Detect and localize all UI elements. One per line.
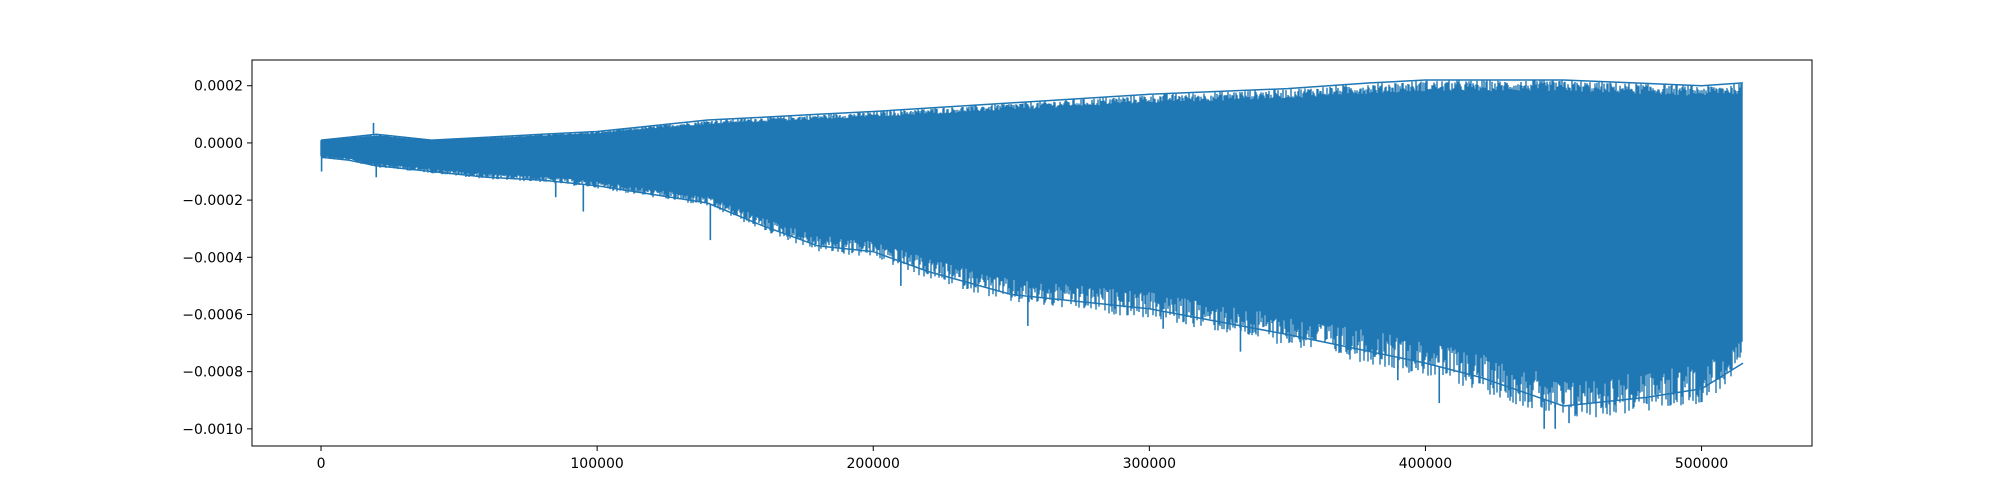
y-tick-label: −0.0006 <box>182 307 243 323</box>
y-tick-label: 0.0000 <box>194 136 243 152</box>
x-tick-label: 200000 <box>847 456 900 472</box>
x-tick-label: 100000 <box>570 456 623 472</box>
y-axis: 0.0002 0.0000 −0.0002 −0.0004 −0.0006 −0.0008… <box>182 79 252 438</box>
x-tick-label: 500000 <box>1675 456 1728 472</box>
y-tick-label: −0.0008 <box>182 365 243 381</box>
y-tick-label: −0.0002 <box>182 193 243 209</box>
x-axis: 0 100000 200000 300000 400000 500000 <box>317 446 1728 472</box>
x-tick-label: 300000 <box>1123 456 1176 472</box>
y-tick-label: −0.0004 <box>182 250 243 266</box>
y-tick-label: 0.0002 <box>194 79 243 95</box>
upper-envelope-line <box>320 79 1744 141</box>
lower-envelope-line <box>320 156 1744 407</box>
series-0 <box>320 79 1744 429</box>
plot-area <box>320 79 1744 429</box>
series-band <box>320 80 1743 418</box>
y-tick-label: −0.0010 <box>182 422 243 438</box>
x-tick-label: 0 <box>317 456 326 472</box>
axes-frame <box>251 59 1813 447</box>
x-tick-label: 400000 <box>1399 456 1452 472</box>
